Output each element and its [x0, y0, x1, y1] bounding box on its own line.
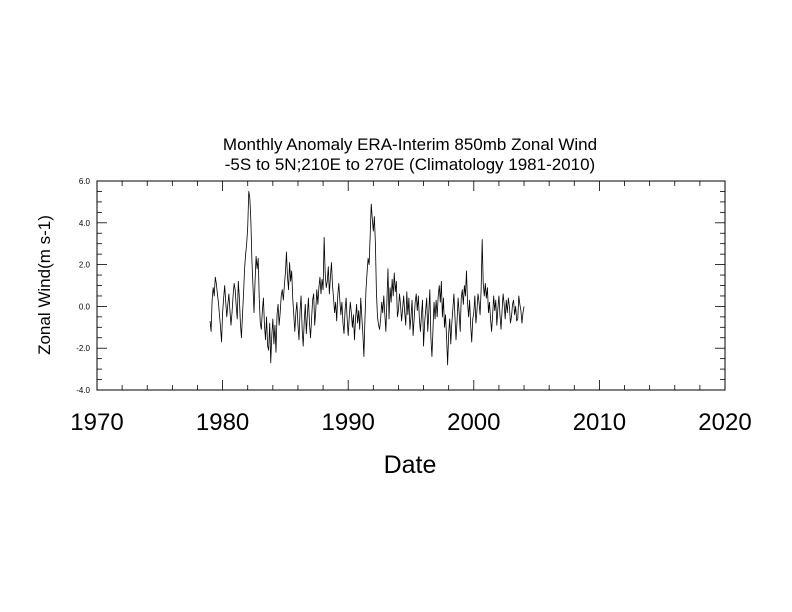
y-tick-label: 6.0: [79, 177, 91, 186]
x-tick-label: 2010: [573, 409, 626, 436]
x-tick-label: 2000: [447, 409, 500, 436]
y-tick-label: -4.0: [76, 386, 90, 395]
chart-title-line2: -5S to 5N;210E to 270E (Climatology 1981…: [225, 155, 595, 174]
x-tick-label: 1970: [70, 409, 123, 436]
x-tick-label: 1980: [196, 409, 249, 436]
chart-title-line1: Monthly Anomaly ERA-Interim 850mb Zonal …: [223, 135, 597, 154]
series-line: [209, 191, 525, 366]
x-axis-label: Date: [384, 451, 437, 479]
x-tick-label: 1990: [322, 409, 375, 436]
plot-frame: [96, 180, 726, 391]
x-tick-label: 2020: [698, 409, 751, 436]
y-tick-label: 0.0: [79, 302, 91, 311]
axis-ticks: [96, 180, 726, 391]
y-tick-label: -2.0: [76, 344, 90, 353]
y-axis-label: Zonal Wind(m s-1): [35, 215, 54, 355]
y-tick-label: 4.0: [79, 219, 91, 228]
y-tick-label: 2.0: [79, 261, 91, 270]
x-tick-labels: 1970 1980 1990 2000 2010 2020: [70, 409, 751, 436]
y-tick-labels: -4.0 -2.0 0.0 2.0 4.0 6.0: [76, 177, 90, 395]
